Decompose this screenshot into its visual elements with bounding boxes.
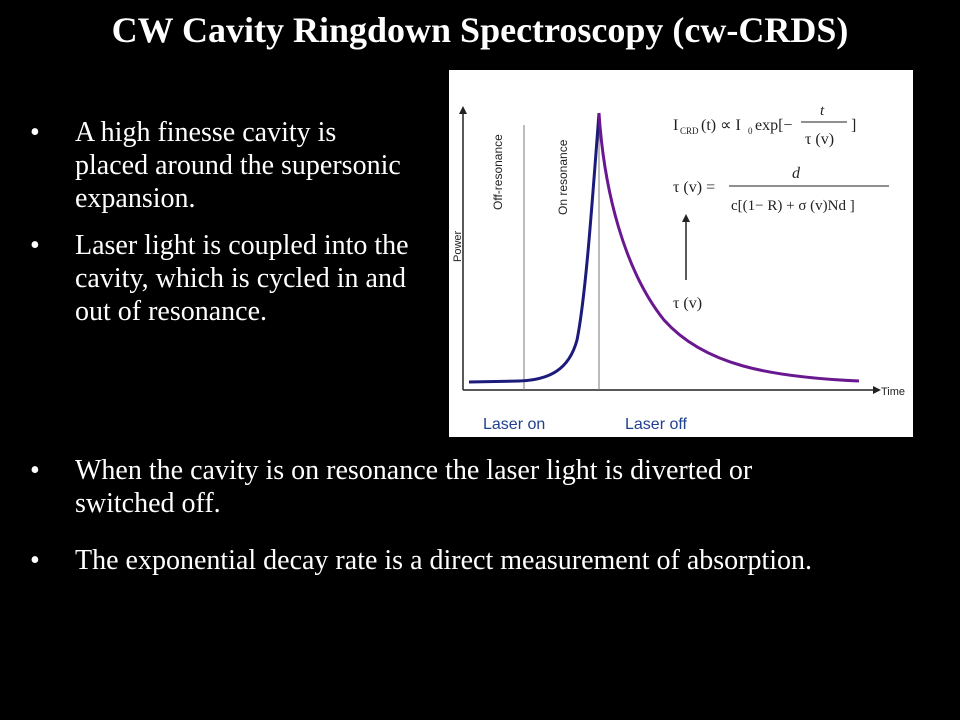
- bullet-item: • A high finesse cavity is placed around…: [30, 116, 410, 215]
- svg-text:τ (v): τ (v): [805, 131, 834, 148]
- laser-off-label: Laser off: [625, 416, 688, 433]
- bullet-item: • Laser light is coupled into the cavity…: [30, 229, 410, 328]
- svg-text:τ (v) =: τ (v) =: [673, 179, 715, 196]
- bullet-list-top: • A high finesse cavity is placed around…: [30, 116, 410, 328]
- svg-text:c[(1− R) + σ (v)Nd ]: c[(1− R) + σ (v)Nd ]: [731, 198, 855, 214]
- svg-text:t: t: [820, 103, 825, 119]
- bullet-dot-icon: •: [30, 455, 40, 486]
- laser-on-label: Laser on: [483, 416, 545, 433]
- svg-text:I: I: [673, 117, 678, 134]
- bullet-item: • When the cavity is on resonance the la…: [30, 454, 830, 520]
- svg-text:CRD: CRD: [680, 126, 699, 136]
- bullet-dot-icon: •: [30, 117, 40, 148]
- decay-curve: [597, 112, 860, 383]
- bullet-text: A high finesse cavity is placed around t…: [75, 117, 401, 214]
- bullet-dot-icon: •: [30, 545, 40, 576]
- slide-title: CW Cavity Ringdown Spectroscopy (cw-CRDS…: [111, 10, 849, 50]
- y-axis-label: Power: [452, 230, 464, 262]
- crds-diagram: Power Time Off-resonance On resonance I …: [449, 70, 913, 437]
- x-axis-label: Time: [881, 386, 905, 398]
- bullet-text: When the cavity is on resonance the lase…: [75, 455, 753, 519]
- svg-text:d: d: [792, 165, 801, 182]
- bullet-item: • The exponential decay rate is a direct…: [30, 544, 830, 577]
- bullet-list-bottom: • When the cavity is on resonance the la…: [30, 454, 830, 577]
- bullet-text: Laser light is coupled into the cavity, …: [75, 230, 409, 327]
- svg-text:exp[−: exp[−: [755, 117, 792, 134]
- rise-curve: [468, 112, 601, 384]
- bullet-text: The exponential decay rate is a direct m…: [75, 545, 813, 576]
- on-resonance-label: On resonance: [556, 139, 570, 215]
- off-resonance-label: Off-resonance: [491, 134, 505, 210]
- svg-text:0: 0: [748, 126, 753, 136]
- svg-text:(t) ∝ I: (t) ∝ I: [701, 117, 741, 134]
- bullet-dot-icon: •: [30, 230, 40, 261]
- svg-text:]: ]: [851, 117, 856, 134]
- tau-definition-equation: τ (v) = d c[(1− R) + σ (v)Nd ]: [673, 165, 889, 214]
- tau-label: τ (v): [673, 295, 702, 312]
- ringdown-intensity-equation: I CRD (t) ∝ I 0 exp[− t τ (v) ]: [673, 103, 856, 148]
